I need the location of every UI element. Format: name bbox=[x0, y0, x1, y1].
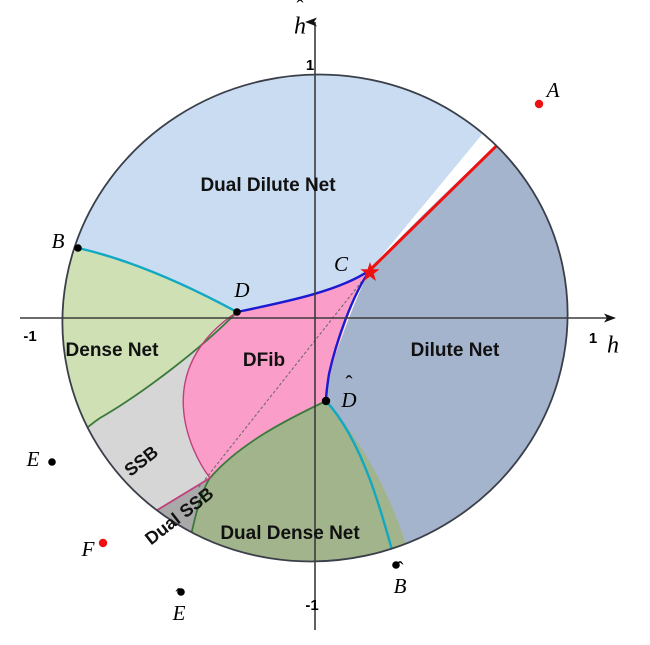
domain-ellipse-outline bbox=[61, 73, 569, 563]
point-marker-D bbox=[233, 308, 241, 316]
point-marker-E bbox=[48, 458, 56, 466]
region-dfib bbox=[183, 270, 370, 478]
curve-D-C-blue bbox=[235, 268, 372, 314]
curve-Dhat-Bhat-cyan bbox=[324, 399, 398, 567]
region-label-dfib: DFib bbox=[243, 350, 285, 371]
region-label-dense-net: Dense Net bbox=[66, 340, 160, 361]
point-marker-F bbox=[98, 538, 108, 548]
region-label-dual-dilute-net: Dual Dilute Net bbox=[200, 175, 336, 196]
axis-label-h-hat-group: h ̂ bbox=[294, 0, 306, 40]
point-marker-A bbox=[534, 99, 544, 109]
point-marker-B-hat bbox=[392, 561, 400, 569]
curve-dfib-left-edge bbox=[182, 311, 238, 479]
hat-accent-axis: ̂ bbox=[296, 0, 304, 2]
point-label-B: B bbox=[52, 229, 65, 253]
point-label-B-hat: B bbox=[394, 574, 407, 598]
tick-label-y-positive: 1 bbox=[306, 57, 314, 74]
axes-group bbox=[20, 17, 616, 630]
point-marker-C-star bbox=[360, 262, 380, 281]
tick-label-y-negative: -1 bbox=[305, 597, 318, 614]
point-label-E: E bbox=[26, 447, 40, 471]
point-marker-E-hat bbox=[177, 588, 185, 596]
axis-labels-group: h h ̂ 1 -1 -1 1 bbox=[23, 0, 619, 614]
axis-label-h-hat: h bbox=[294, 14, 306, 40]
axis-label-h: h bbox=[607, 333, 619, 359]
curve-C-Dhat-blue bbox=[324, 268, 372, 403]
tick-label-x-negative: -1 bbox=[23, 328, 36, 345]
point-marker-B bbox=[74, 244, 82, 252]
point-marker-D-hat bbox=[321, 396, 331, 406]
point-label-A: A bbox=[545, 78, 560, 102]
diagonal-dotted-line bbox=[198, 270, 371, 488]
region-label-dual-dense-net: Dual Dense Net bbox=[220, 523, 360, 544]
curve-B-D-cyan bbox=[76, 246, 239, 314]
point-label-D-hat: D bbox=[340, 388, 356, 412]
point-label-D: D bbox=[233, 278, 249, 302]
point-markers-group bbox=[48, 99, 544, 596]
point-label-C: C bbox=[334, 252, 349, 276]
tick-label-x-positive: 1 bbox=[589, 330, 597, 347]
region-label-dilute-net: Dilute Net bbox=[411, 340, 500, 361]
point-label-F: F bbox=[81, 537, 95, 561]
point-labels-group: A B C D E F B ̂ D ̂ E ̂ bbox=[26, 78, 560, 625]
point-label-E-hat: E bbox=[172, 601, 186, 625]
